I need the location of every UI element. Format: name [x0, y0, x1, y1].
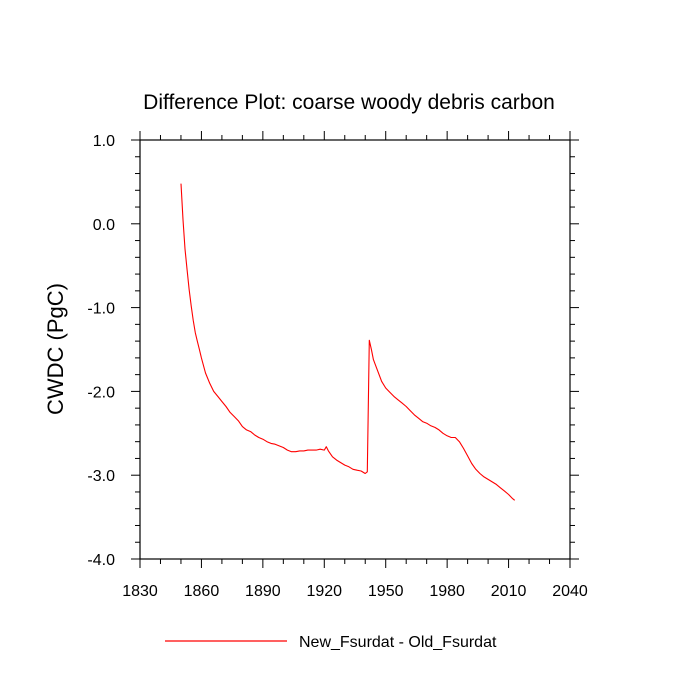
y-axis-label: CWDC (PgC) [43, 283, 68, 415]
y-tick-label: -3.0 [87, 468, 115, 485]
y-tick-label: 0.0 [93, 217, 115, 234]
x-tick-label: 1950 [368, 583, 404, 600]
chart-title: Difference Plot: coarse woody debris car… [143, 91, 555, 114]
tick-marks [131, 131, 579, 568]
legend: New_Fsurdat - Old_Fsurdat [165, 634, 497, 651]
y-tick-label: -1.0 [87, 301, 115, 318]
legend-label: New_Fsurdat - Old_Fsurdat [299, 634, 497, 651]
x-tick-label: 1830 [122, 583, 158, 600]
tick-labels: 1830 1860 1890 1920 1950 1980 2010 2040 1.0 0.0 -1… [87, 133, 587, 600]
series-line-0 [180, 183, 516, 501]
y-tick-label: 1.0 [93, 133, 115, 150]
x-tick-label: 2010 [491, 583, 527, 600]
y-tick-label: -2.0 [87, 384, 115, 401]
x-tick-label: 2040 [552, 583, 588, 600]
x-tick-label: 1920 [306, 583, 342, 600]
x-tick-label: 1890 [245, 583, 281, 600]
plot-area [180, 183, 516, 501]
plot-frame [139, 139, 571, 560]
x-tick-label: 1980 [429, 583, 465, 600]
y-tick-label: -4.0 [87, 552, 115, 569]
x-tick-label: 1860 [184, 583, 220, 600]
